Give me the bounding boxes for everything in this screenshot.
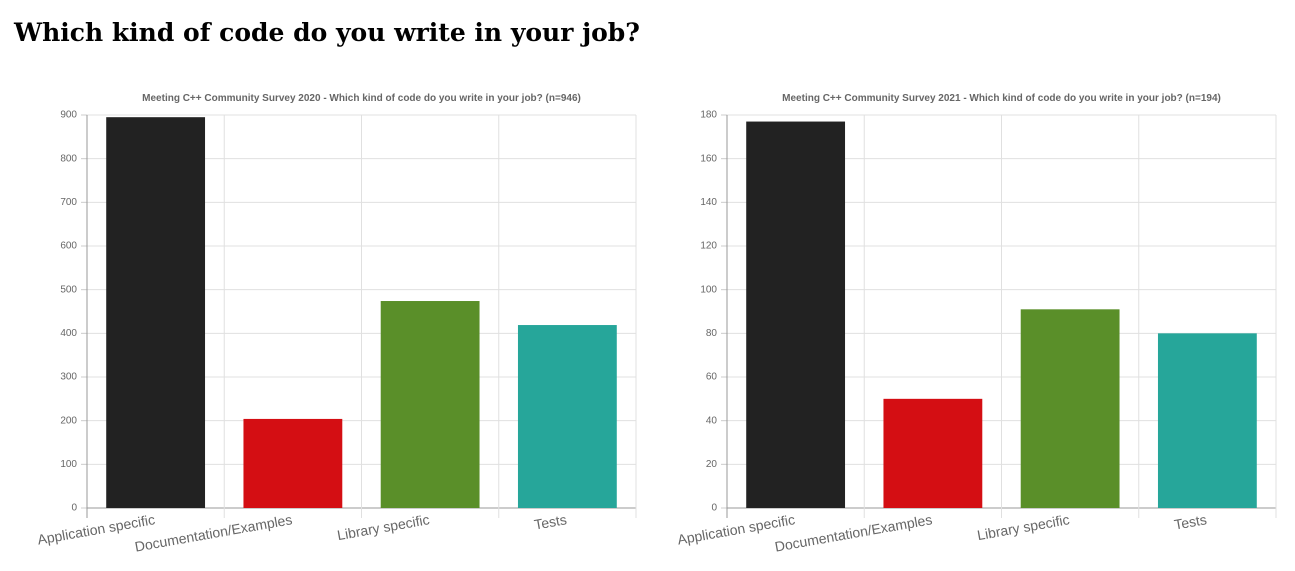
y-tick-label: 100 xyxy=(700,284,717,295)
bar xyxy=(746,121,846,509)
y-tick-label: 40 xyxy=(706,415,718,426)
y-tick-label: 500 xyxy=(60,284,77,295)
y-tick-label: 300 xyxy=(60,372,77,383)
x-tick-label: Documentation/Examples xyxy=(134,511,294,554)
y-tick-label: 400 xyxy=(60,328,77,339)
y-tick-label: 800 xyxy=(60,153,77,164)
x-tick-label: Tests xyxy=(533,511,568,532)
bar xyxy=(380,301,480,508)
bar xyxy=(243,418,343,508)
y-tick-label: 180 xyxy=(700,110,717,121)
y-tick-label: 140 xyxy=(700,197,717,208)
x-tick-label: Documentation/Examples xyxy=(774,511,934,554)
y-tick-label: 700 xyxy=(60,197,77,208)
y-tick-label: 60 xyxy=(706,372,718,383)
y-tick-label: 20 xyxy=(706,459,718,470)
bar xyxy=(106,117,206,508)
y-tick-label: 160 xyxy=(700,153,717,164)
bar xyxy=(517,325,617,508)
y-tick-label: 0 xyxy=(71,503,77,514)
y-tick-label: 120 xyxy=(700,241,717,252)
x-tick-label: Library specific xyxy=(336,511,431,543)
y-tick-label: 200 xyxy=(60,415,77,426)
page-title: Which kind of code do you write in your … xyxy=(13,18,640,47)
bar xyxy=(1020,309,1120,508)
bar xyxy=(1157,333,1257,508)
y-tick-label: 900 xyxy=(60,110,77,121)
chart-title: Meeting C++ Community Survey 2021 - Whic… xyxy=(782,93,1221,104)
y-tick-label: 100 xyxy=(60,459,77,470)
chart-title: Meeting C++ Community Survey 2020 - Whic… xyxy=(142,93,581,104)
x-tick-label: Tests xyxy=(1173,511,1208,532)
y-tick-label: 600 xyxy=(60,241,77,252)
y-tick-label: 0 xyxy=(711,503,717,514)
bar xyxy=(883,398,983,508)
x-tick-label: Library specific xyxy=(976,511,1071,543)
y-tick-label: 80 xyxy=(706,328,718,339)
